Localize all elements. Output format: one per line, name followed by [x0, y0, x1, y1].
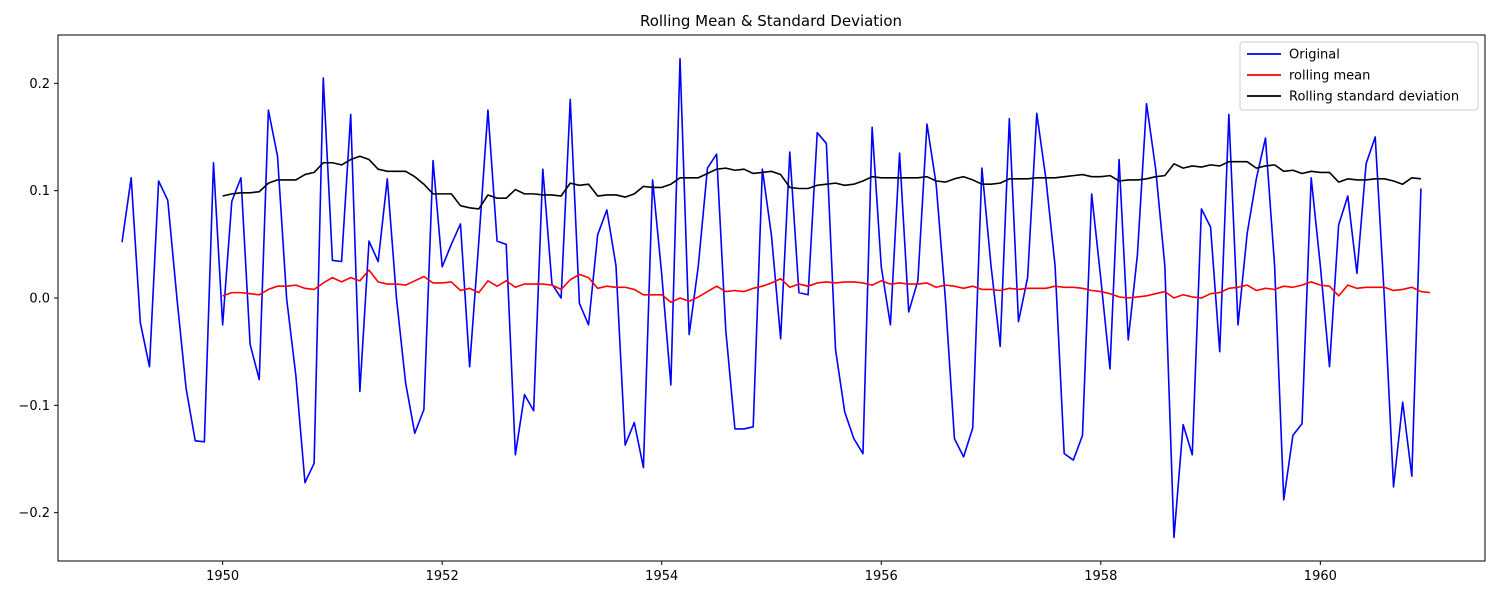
series-layer	[121, 57, 1431, 539]
legend: Original rolling mean Rolling standard dev…	[1239, 41, 1479, 111]
x-tick-label: 1954	[645, 569, 678, 584]
y-tick-label: 0.2	[29, 77, 50, 92]
legend-frame	[1239, 41, 1479, 111]
series-line-original	[121, 57, 1422, 539]
legend-label: Original	[1289, 48, 1340, 63]
chart-title: Rolling Mean & Standard Deviation	[640, 12, 902, 30]
y-tick-label: −0.2	[18, 506, 50, 521]
series-line-rolling-standard-deviation	[222, 155, 1422, 210]
x-tick-label: 1958	[1084, 569, 1117, 584]
y-axis: −0.2 −0.1 0.0 0.1 0.2	[18, 77, 58, 521]
series-line-rolling-mean	[222, 269, 1431, 304]
legend-label: Rolling standard deviation	[1289, 90, 1459, 105]
x-tick-label: 1950	[206, 569, 239, 584]
y-tick-label: −0.1	[18, 399, 50, 414]
x-tick-label: 1960	[1304, 569, 1337, 584]
y-tick-label: 0.1	[29, 184, 50, 199]
plot-frame	[57, 34, 1486, 562]
x-axis: 1950 1952 1954 1956 1958 1960	[206, 561, 1337, 584]
legend-label: rolling mean	[1289, 69, 1370, 84]
x-tick-label: 1956	[865, 569, 898, 584]
x-tick-label: 1952	[426, 569, 459, 584]
y-tick-label: 0.0	[29, 292, 50, 307]
